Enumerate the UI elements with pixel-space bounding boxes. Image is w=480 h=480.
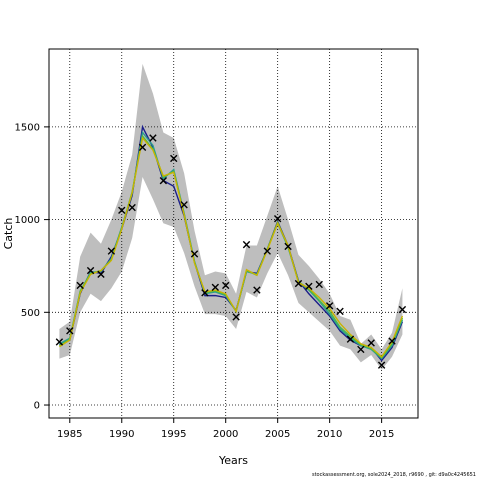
observed-marker xyxy=(388,337,396,345)
y-tick-label: 500 xyxy=(21,308,40,319)
observed-marker xyxy=(253,286,261,294)
x-tick-label: 2005 xyxy=(265,429,290,440)
observed-marker xyxy=(149,134,157,142)
plot-frame xyxy=(48,48,419,419)
observed-marker xyxy=(305,282,313,291)
observed-marker xyxy=(346,335,355,343)
observed-marker xyxy=(273,214,282,223)
observed-marker xyxy=(159,176,168,185)
x-tick-label: 1995 xyxy=(161,429,186,440)
observed-marker xyxy=(336,307,344,316)
observed-marker xyxy=(66,327,74,335)
observed-marker xyxy=(357,345,365,354)
x-tick-label: 1990 xyxy=(109,429,134,440)
observed-marker xyxy=(180,201,188,209)
gridlines xyxy=(49,49,418,418)
observed-marker xyxy=(211,283,220,291)
observed-marker xyxy=(128,203,136,212)
observed-marker xyxy=(138,143,147,151)
observed-marker xyxy=(222,281,230,290)
y-tick-label: 1000 xyxy=(15,215,40,226)
x-axis-title: Years xyxy=(218,454,248,467)
observed-marker xyxy=(86,266,95,275)
observed-marker xyxy=(242,240,251,249)
x-tick-label: 2000 xyxy=(213,429,238,440)
observed-marker xyxy=(315,280,323,289)
observed-marker xyxy=(377,361,386,369)
observed-catch-markers xyxy=(55,134,407,369)
observed-marker xyxy=(263,247,271,255)
observed-marker xyxy=(107,247,116,255)
observed-marker xyxy=(190,250,199,258)
y-axis-ticks: 0 500 1000 1500 xyxy=(15,122,49,412)
observed-marker xyxy=(97,270,105,278)
y-tick-label: 1500 xyxy=(15,122,40,133)
x-tick-label: 2010 xyxy=(317,429,342,440)
observed-marker xyxy=(118,206,126,215)
y-axis-title: Catch xyxy=(2,218,15,250)
series-line-4 xyxy=(59,136,404,358)
x-tick-label: 2015 xyxy=(369,429,394,440)
x-axis-ticks: 1985 1990 1995 2000 2005 2010 2015 xyxy=(57,418,394,440)
confidence-band xyxy=(59,63,403,370)
series-lines xyxy=(59,124,404,362)
observed-marker xyxy=(76,281,84,290)
observed-marker xyxy=(325,302,334,310)
confidence-band-layer xyxy=(59,63,403,370)
observed-marker xyxy=(284,242,292,251)
observed-marker xyxy=(294,279,303,288)
footnote: stockassessment.org, sole2024_2018, r969… xyxy=(311,472,476,478)
observed-marker xyxy=(170,154,178,163)
x-tick-label: 1985 xyxy=(57,429,82,440)
y-tick-label: 0 xyxy=(34,401,40,412)
observed-marker xyxy=(201,289,209,297)
observed-marker xyxy=(398,305,407,314)
observed-marker xyxy=(367,339,375,347)
observed-marker xyxy=(55,338,64,346)
observed-marker xyxy=(232,313,240,321)
